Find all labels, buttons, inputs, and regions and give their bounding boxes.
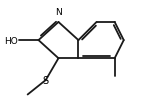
Text: N: N — [55, 8, 62, 16]
Text: HO: HO — [4, 36, 18, 45]
Text: S: S — [43, 75, 49, 85]
